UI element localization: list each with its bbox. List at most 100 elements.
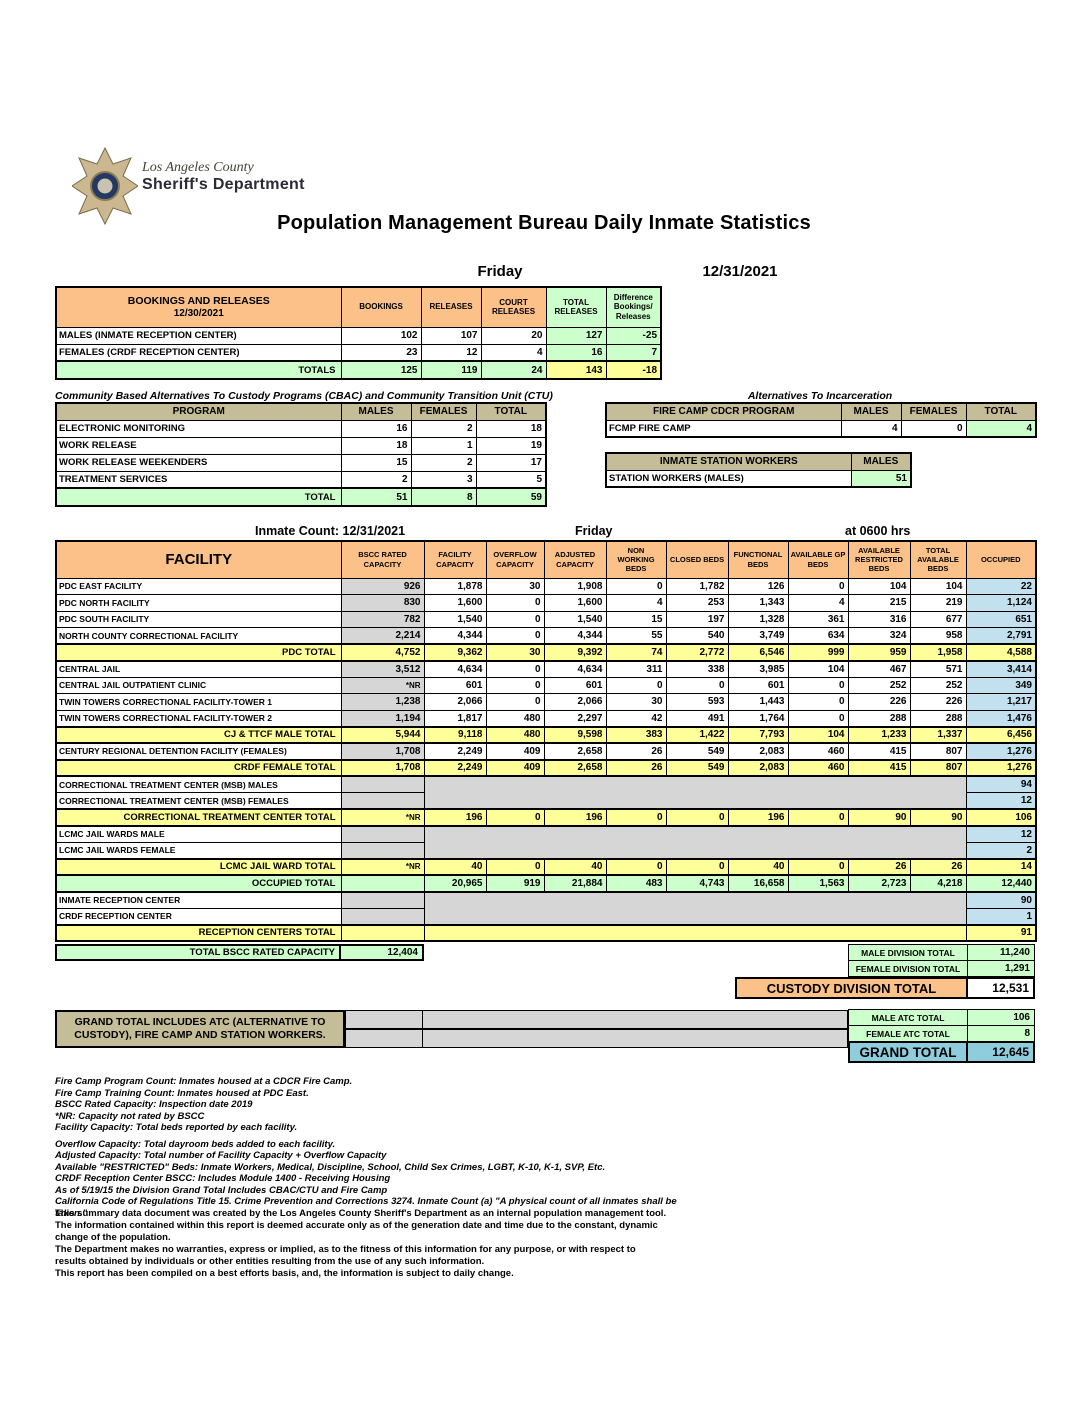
- facility-row-label: CORRECTIONAL TREATMENT CENTER (MSB) FEMA…: [55, 792, 342, 810]
- cbac-title: Community Based Alternatives To Custody …: [55, 390, 553, 402]
- facility-total-row: RECEPTION CENTERS TOTAL 91: [55, 923, 1037, 942]
- facility-bscc-empty: [340, 907, 425, 925]
- bookings-row-label: MALES (INMATE RECEPTION CENTER): [55, 326, 342, 345]
- facility-total-value: 7,793: [727, 725, 789, 744]
- facility-value: 2,249: [423, 742, 487, 760]
- facility-total-value: 2,772: [665, 643, 729, 662]
- facility-value: 288: [909, 709, 967, 727]
- facility-value: 677: [909, 610, 967, 628]
- sheriff-badge-icon: [71, 146, 139, 226]
- facility-merged-span: [423, 923, 967, 942]
- bookings-total-value: 125: [340, 360, 422, 380]
- facility-value: 226: [909, 693, 967, 711]
- facility-value: 361: [787, 610, 849, 628]
- grand-total-label: GRAND TOTAL: [848, 1041, 968, 1063]
- facility-total-value: 26: [605, 758, 667, 777]
- cbac-col-header: TOTAL: [475, 402, 547, 421]
- facility-value: 349: [965, 676, 1037, 694]
- facility-row-label: INMATE RECEPTION CENTER: [55, 891, 342, 909]
- facility-total-value: 460: [787, 758, 849, 777]
- facility-total-value: 0: [665, 808, 729, 827]
- facility-total-label: OCCUPIED TOTAL: [55, 874, 342, 893]
- facility-value: 480: [485, 709, 545, 727]
- facility-value: 409: [485, 742, 545, 760]
- footnote-line: Overflow Capacity: Total dayroom beds ad…: [55, 1138, 336, 1150]
- facility-occupied-value: 12: [965, 792, 1037, 810]
- facility-value: 549: [665, 742, 729, 760]
- footnote-line: Facility Capacity: Total beds reported b…: [55, 1122, 298, 1133]
- station-workers-table: INMATE STATION WORKERS MALES STATION WORKE…: [605, 452, 912, 488]
- facility-total-row: OCCUPIED TOTAL 20,965 919 21,884 483 4,743 16,…: [55, 874, 1037, 893]
- cbac-total-value: 8: [410, 487, 477, 507]
- facility-row-label: LCMC JAIL WARDS MALE: [55, 825, 342, 843]
- facility-value: 830: [340, 594, 425, 612]
- facility-value: 0: [485, 594, 545, 612]
- facility-row-label: TWIN TOWERS CORRECTIONAL FACILITY-TOWER …: [55, 709, 342, 727]
- cbac-value: 16: [340, 419, 412, 438]
- grand-total-note: GRAND TOTAL INCLUDES ATC (ALTERNATIVE TO…: [55, 1010, 345, 1048]
- facility-value: 226: [847, 693, 911, 711]
- facility-total-label: LCMC JAIL WARD TOTAL: [55, 857, 342, 876]
- bookings-total-value: 24: [480, 360, 547, 380]
- station-workers-value: 51: [850, 469, 912, 488]
- facility-value: 2,066: [543, 693, 607, 711]
- facility-col-header: NON WORKING BEDS: [605, 540, 667, 579]
- cbac-row-label: WORK RELEASE: [55, 436, 342, 455]
- facility-col-header: TOTAL AVAILABLE BEDS: [909, 540, 967, 579]
- facility-value: 0: [787, 676, 849, 694]
- bookings-body: BOOKINGS AND RELEASES 12/30/2021 BOOKINGS R…: [55, 286, 662, 380]
- bookings-value: 23: [340, 343, 422, 362]
- facility-total-value: 2,249: [423, 758, 487, 777]
- grand-gray-cell: [345, 1029, 423, 1048]
- logo-county: Los Angeles County: [142, 160, 254, 175]
- cbac-col-header: MALES: [340, 402, 412, 421]
- facility-total-value: 2,723: [847, 874, 911, 893]
- cbac-value: 1: [410, 436, 477, 455]
- facility-total-value: 9,362: [423, 643, 487, 662]
- facility-total-value: 1,708: [340, 758, 425, 777]
- fire-camp-value: 4: [840, 419, 902, 438]
- facility-value: 252: [909, 676, 967, 694]
- facility-value: 3,985: [727, 660, 789, 678]
- facility-row-label: TWIN TOWERS CORRECTIONAL FACILITY-TOWER …: [55, 693, 342, 711]
- facility-occupied-value: 2: [965, 841, 1037, 859]
- facility-value: 0: [605, 676, 667, 694]
- logo-text: Los Angeles County Sheriff's Department: [142, 160, 305, 194]
- facility-value: 415: [847, 742, 911, 760]
- facility-day-caption: Friday: [575, 524, 613, 538]
- cbac-value: 18: [475, 419, 547, 438]
- facility-value: 0: [787, 693, 849, 711]
- station-workers-body: INMATE STATION WORKERS MALES STATION WORKE…: [605, 452, 912, 488]
- male-division-value: 11,240: [967, 944, 1035, 961]
- facility-value: 1,908: [543, 577, 607, 595]
- facility-value: 3,512: [340, 660, 425, 678]
- bookings-value: 7: [605, 343, 662, 362]
- facility-value: 338: [665, 660, 729, 678]
- facility-total-value: 1,958: [909, 643, 967, 662]
- facility-value: 0: [787, 577, 849, 595]
- bookings-value: 4: [480, 343, 547, 362]
- facility-value: 1,878: [423, 577, 487, 595]
- facility-total-value: 1,276: [965, 758, 1037, 777]
- facility-total-value: 2,658: [543, 758, 607, 777]
- station-workers-header-row: INMATE STATION WORKERS MALES: [605, 452, 912, 471]
- facility-total-value: 40: [423, 857, 487, 876]
- facility-bscc-empty: [340, 792, 425, 810]
- facility-total-label: CORRECTIONAL TREATMENT CENTER TOTAL: [55, 808, 342, 827]
- cbac-value: 15: [340, 453, 412, 472]
- facility-total-value: *NR: [340, 857, 425, 876]
- facility-value: 1,443: [727, 693, 789, 711]
- bookings-col-header: COURT RELEASES: [480, 286, 547, 328]
- facility-total-value: 383: [605, 725, 667, 744]
- facility-value: 2,066: [423, 693, 487, 711]
- bookings-totals-label: TOTALS: [55, 360, 342, 380]
- facility-bscc-empty: [340, 825, 425, 843]
- facility-row: CENTRAL JAIL 3,512 4,634 0 4,634 311 338 3,985 1…: [55, 660, 1037, 678]
- facility-row-label: PDC NORTH FACILITY: [55, 594, 342, 612]
- grand-total-note-line1: GRAND TOTAL INCLUDES ATC (ALTERNATIVE TO: [74, 1016, 326, 1028]
- bookings-value: 16: [545, 343, 607, 362]
- facility-merged-row: INMATE RECEPTION CENTER 90: [55, 891, 1037, 925]
- bookings-value: 107: [420, 326, 482, 345]
- facility-value: 316: [847, 610, 911, 628]
- facility-total-value: 14: [965, 857, 1037, 876]
